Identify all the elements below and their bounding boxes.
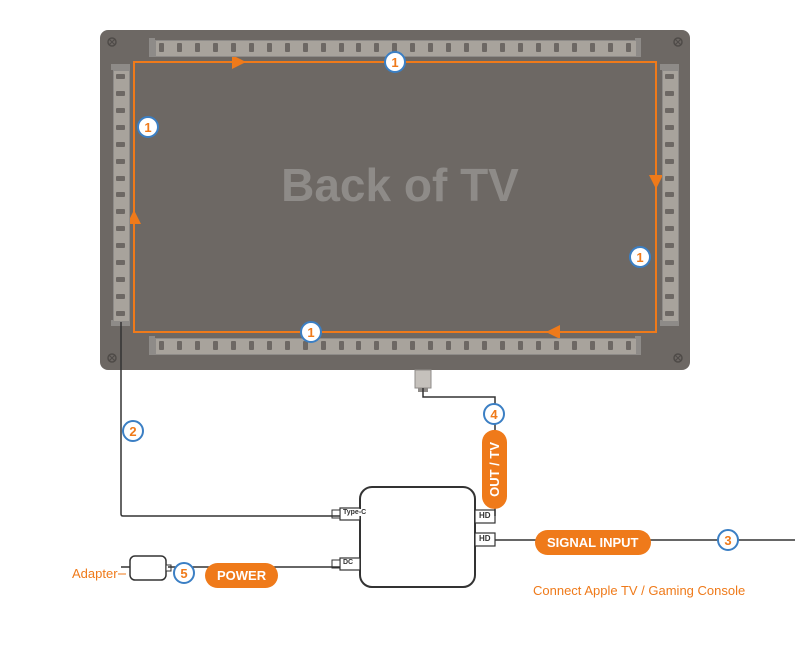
- port-hd1-label: HD: [478, 511, 492, 520]
- port-dc-label: DC: [342, 559, 354, 566]
- adapter-label: Adapter: [72, 566, 118, 581]
- step-badge-1-1: 1: [137, 116, 159, 138]
- pill-power: POWER: [205, 563, 278, 588]
- step-badge-1-3: 1: [300, 321, 322, 343]
- step-badge-5-7: 5: [173, 562, 195, 584]
- pill-signal-input: SIGNAL INPUT: [535, 530, 651, 555]
- pill-out-tv: OUT / TV: [482, 430, 507, 509]
- port-hd2-label: HD: [478, 534, 492, 543]
- tv-title: Back of TV: [281, 158, 519, 212]
- connect-label: Connect Apple TV / Gaming Console: [533, 583, 745, 598]
- diagram-canvas: Back of TV Type-C DC HD HD OUT / TV SIGNAL INP…: [0, 0, 800, 652]
- adapter-box: [130, 556, 166, 580]
- step-badge-3-5: 3: [717, 529, 739, 551]
- control-box: [360, 487, 475, 587]
- step-badge-4-6: 4: [483, 403, 505, 425]
- port-typec-label: Type-C: [342, 509, 367, 516]
- step-badge-1-2: 1: [629, 246, 651, 268]
- step-badge-1-0: 1: [384, 51, 406, 73]
- tv-connector: [415, 370, 431, 388]
- step-badge-2-4: 2: [122, 420, 144, 442]
